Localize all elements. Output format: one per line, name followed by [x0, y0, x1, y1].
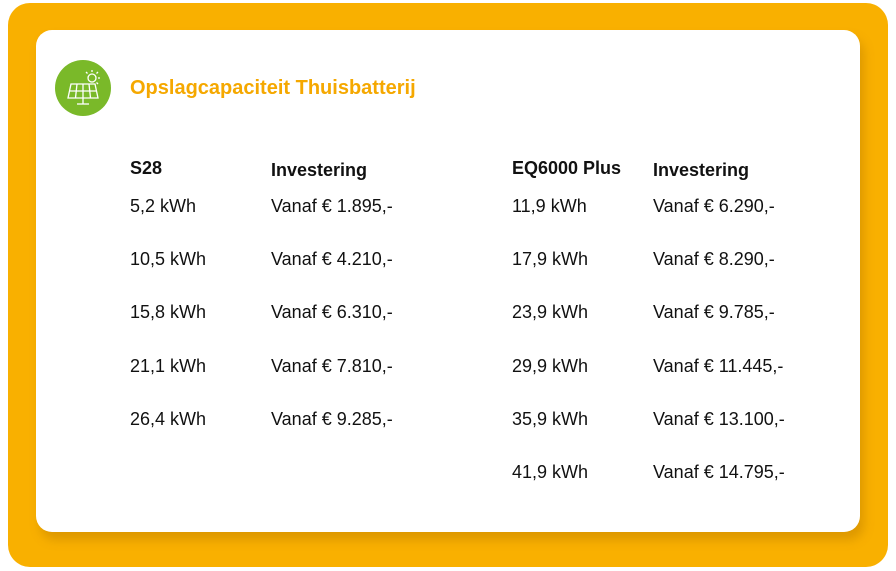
column-header: S28 — [130, 158, 163, 178]
price: Vanaf € 7.810,- — [271, 356, 393, 376]
column-header: Investering — [653, 160, 750, 180]
column-header: Investering — [271, 160, 368, 180]
capacity: 21,1 kWh — [130, 356, 207, 376]
capacity: 41,9 kWh — [512, 462, 589, 482]
capacity: 29,9 kWh — [512, 356, 589, 376]
card — [36, 30, 860, 532]
capacity: 5,2 kWh — [130, 196, 197, 216]
capacity: 35,9 kWh — [512, 409, 589, 429]
price: Vanaf € 14.795,- — [653, 462, 785, 482]
price: Vanaf € 6.310,- — [271, 302, 393, 322]
capacity: 15,8 kWh — [130, 302, 207, 322]
price: Vanaf € 1.895,- — [271, 196, 393, 216]
price: Vanaf € 9.285,- — [271, 409, 393, 429]
price: Vanaf € 9.785,- — [653, 302, 775, 322]
solar-icon — [55, 60, 111, 116]
capacity: 26,4 kWh — [130, 409, 207, 429]
column-header: EQ6000 Plus — [512, 158, 622, 178]
capacity: 17,9 kWh — [512, 249, 589, 269]
price: Vanaf € 4.210,- — [271, 249, 393, 269]
price: Vanaf € 13.100,- — [653, 409, 785, 429]
title: Opslagcapaciteit Thuisbatterij — [130, 77, 416, 99]
price: Vanaf € 8.290,- — [653, 249, 775, 269]
capacity: 11,9 kWh — [512, 196, 587, 216]
capacity: 10,5 kWh — [130, 249, 207, 269]
price: Vanaf € 6.290,- — [653, 196, 775, 216]
price: Vanaf € 11.445,- — [653, 356, 784, 376]
capacity: 23,9 kWh — [512, 302, 589, 322]
